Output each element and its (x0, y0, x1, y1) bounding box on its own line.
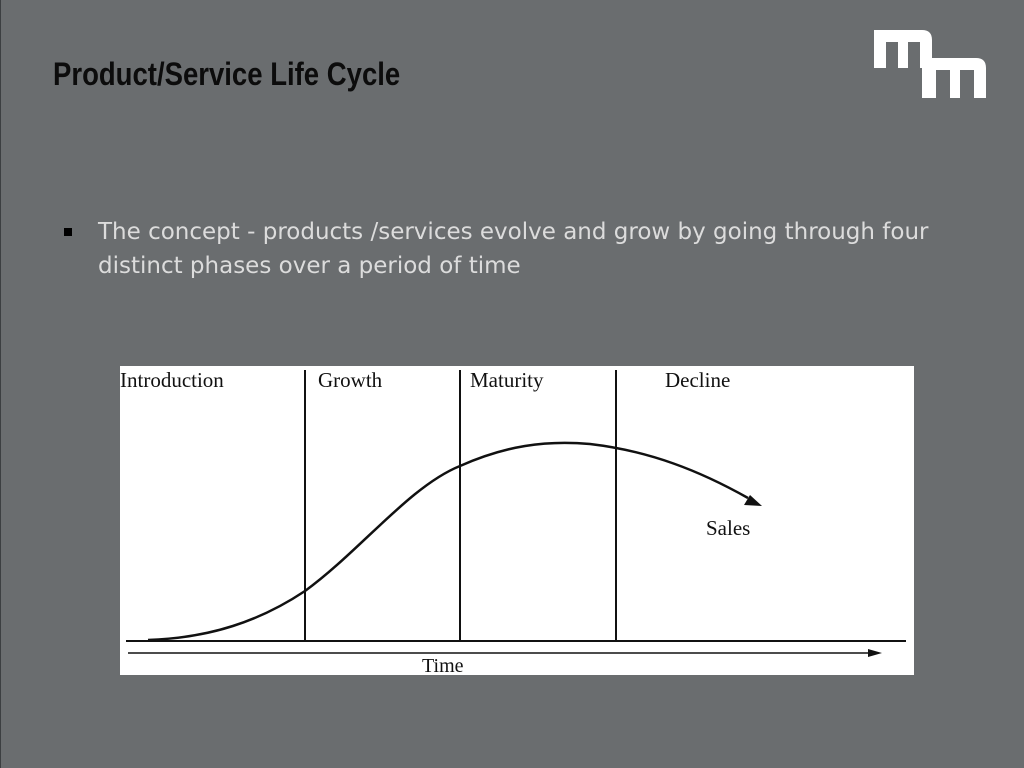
sales-curve (147, 441, 749, 642)
phase-label-introduction: Introduction (120, 368, 224, 392)
bullet-text: The concept - products /services evolve … (98, 219, 929, 279)
time-label: Time (422, 655, 464, 675)
phase-label-decline: Decline (665, 368, 730, 392)
sales-arrowhead-icon (744, 495, 762, 506)
mm-logo (872, 22, 990, 102)
time-arrowhead-icon (868, 649, 882, 657)
life-cycle-diagram: Introduction Growth Maturity Decline Sal… (120, 366, 914, 675)
slide-edge (0, 0, 1, 768)
phase-label-growth: Growth (318, 368, 383, 392)
phase-label-maturity: Maturity (470, 368, 544, 392)
bullet-square-icon (64, 228, 72, 236)
slide-title: Product/Service Life Cycle (53, 56, 401, 92)
sales-label: Sales (706, 516, 750, 540)
